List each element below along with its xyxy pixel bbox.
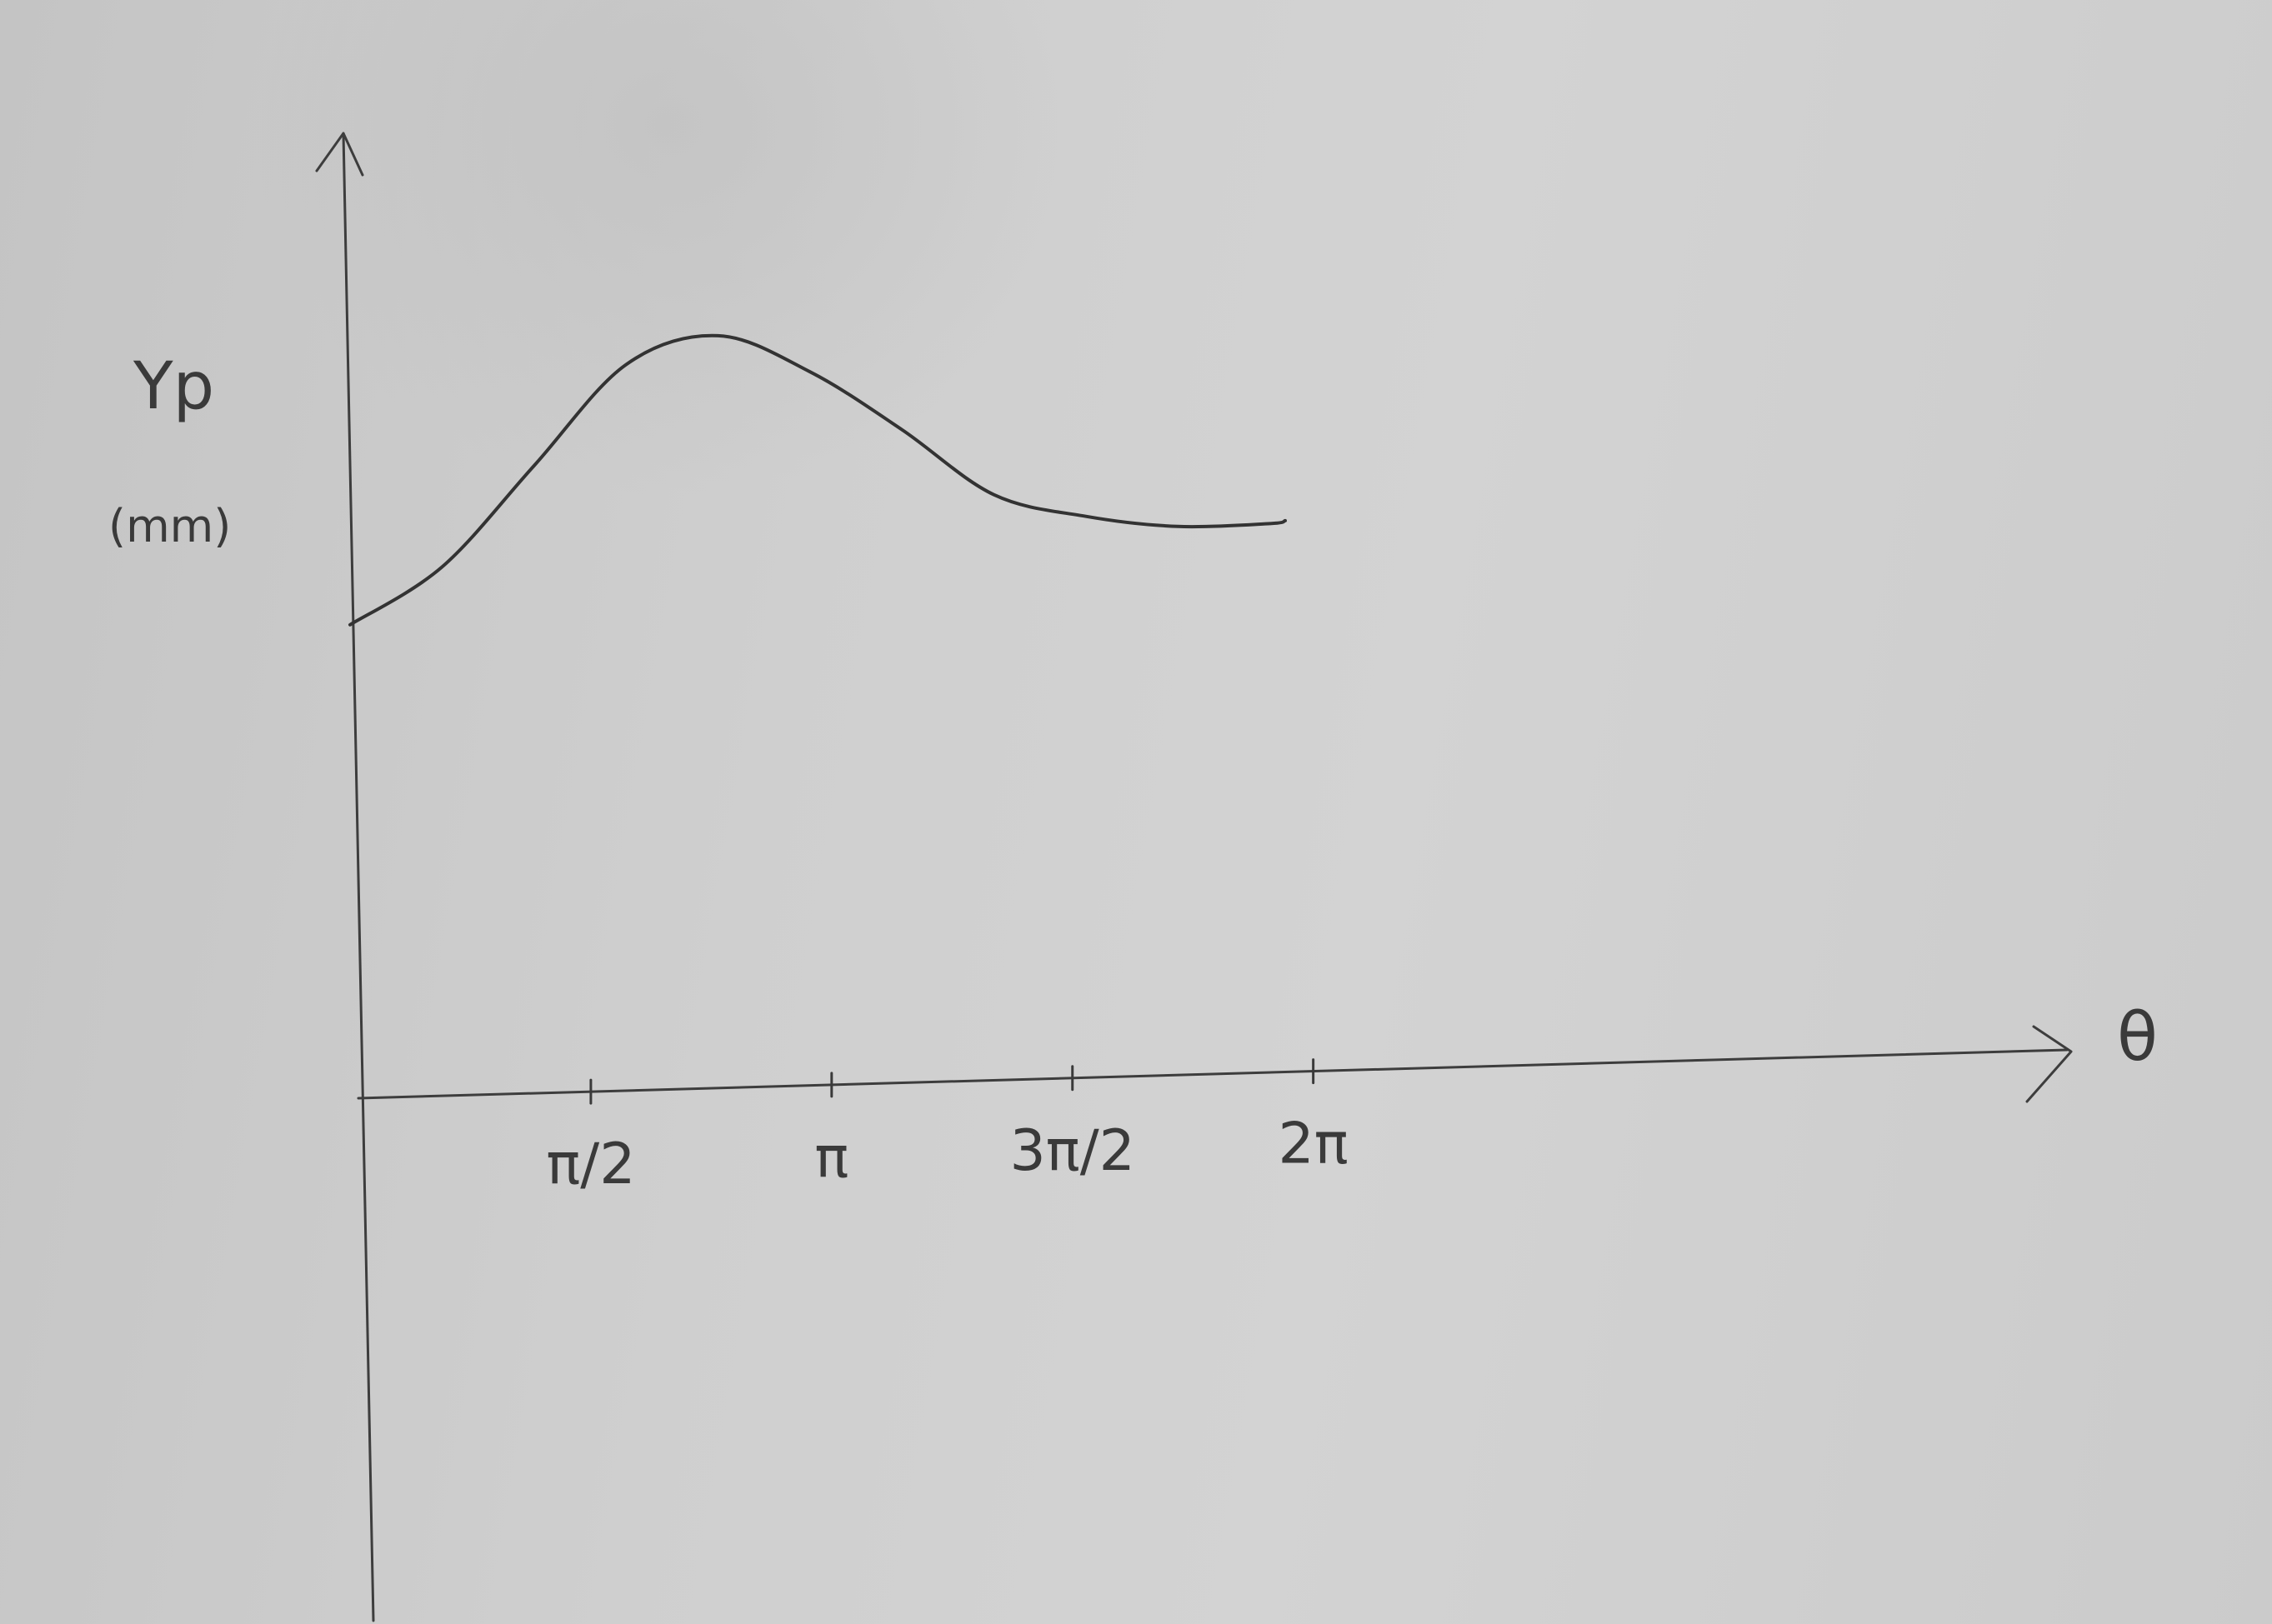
x-ticks-group: π/2 π 3π/2 2π bbox=[546, 1058, 1349, 1197]
y-axis bbox=[342, 132, 375, 1622]
x-tick-label: 2π bbox=[1279, 1112, 1349, 1177]
series-line bbox=[348, 333, 1287, 627]
x-axis-label: θ bbox=[2117, 998, 2158, 1076]
x-tick-label: π bbox=[814, 1125, 848, 1191]
x-axis-arrowhead bbox=[2025, 1025, 2073, 1103]
x-tick-label: 3π/2 bbox=[1010, 1118, 1135, 1184]
x-tick-label: π/2 bbox=[546, 1132, 635, 1197]
y-axis-unit: (mm) bbox=[108, 500, 231, 552]
x-axis bbox=[357, 1048, 2069, 1100]
y-axis-arrowhead bbox=[315, 132, 364, 177]
series-group bbox=[348, 333, 1287, 627]
y-axis-label: Yp bbox=[133, 349, 214, 424]
